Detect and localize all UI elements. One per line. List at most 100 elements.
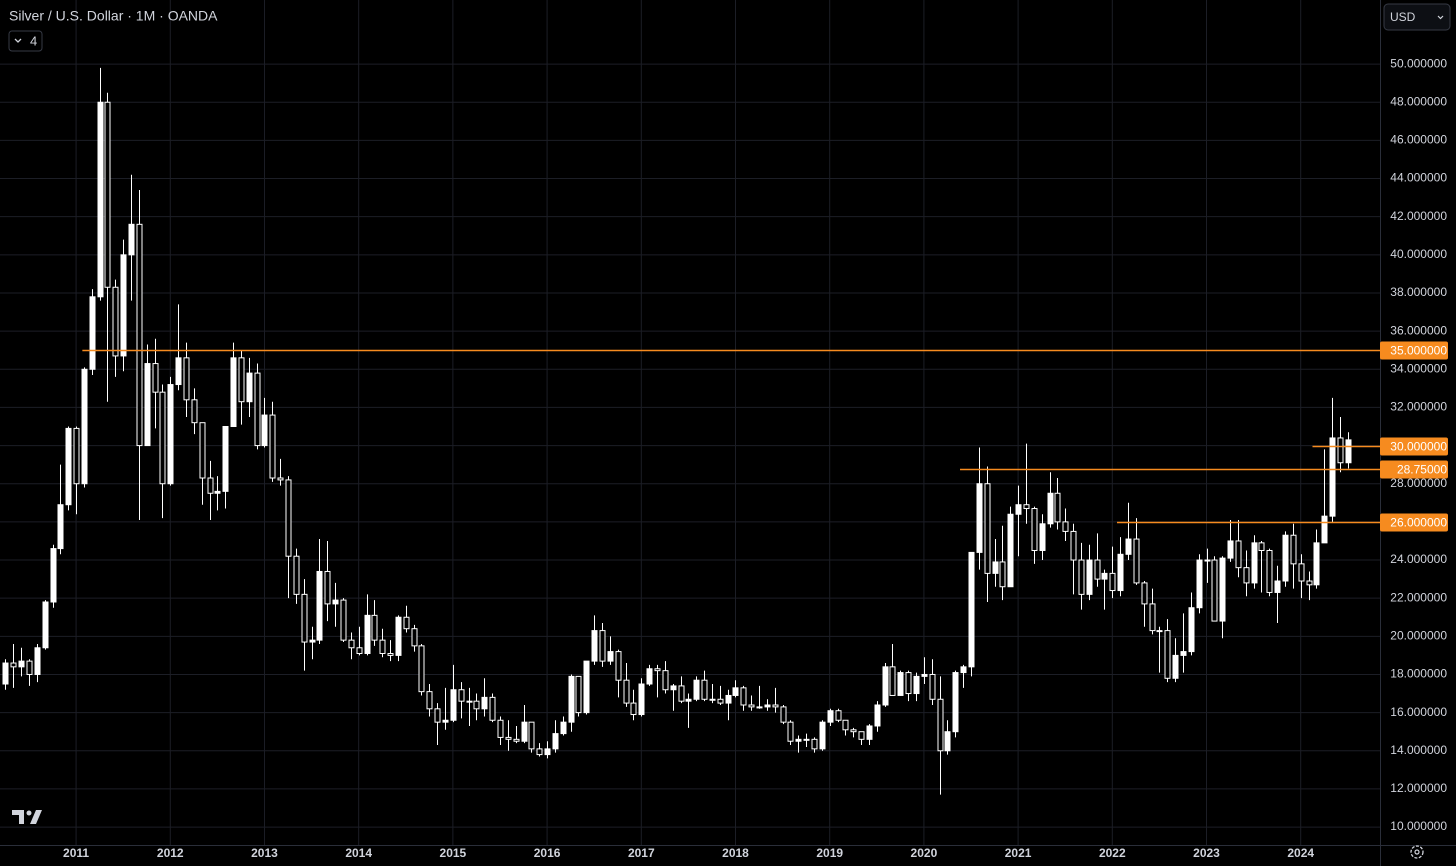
candle-body xyxy=(1039,523,1046,551)
plot-area xyxy=(2,67,1380,795)
y-tick-label: 46.000000 xyxy=(1390,133,1447,147)
candle-body xyxy=(654,668,661,672)
settings-icon[interactable] xyxy=(1410,845,1424,859)
candle-body xyxy=(1227,540,1234,559)
candle-body xyxy=(450,689,457,721)
candle-body xyxy=(1321,515,1328,544)
candle-body xyxy=(1086,559,1093,595)
candle-body xyxy=(1101,572,1108,580)
candle-body xyxy=(583,660,590,714)
level-label: 35.000000 xyxy=(1390,344,1447,358)
candle-body xyxy=(183,357,190,401)
logo-part xyxy=(30,810,42,824)
candle-body xyxy=(921,673,928,677)
y-tick-label: 32.000000 xyxy=(1390,400,1447,414)
candle-body xyxy=(780,706,787,723)
candle-body xyxy=(1149,603,1156,632)
level-label: 30.000000 xyxy=(1390,440,1447,454)
y-tick-label: 24.000000 xyxy=(1390,552,1447,566)
gear[interactable] xyxy=(1410,845,1424,859)
currency-select[interactable]: USD xyxy=(1383,3,1451,31)
candle-body xyxy=(2,662,9,685)
candle-body xyxy=(1282,534,1289,582)
candle-body xyxy=(497,719,504,738)
candle-body xyxy=(976,483,983,553)
candle-body xyxy=(1290,534,1297,565)
candle-body xyxy=(1031,508,1038,551)
candle-body xyxy=(89,296,96,370)
y-tick-label: 44.000000 xyxy=(1390,171,1447,185)
candle-body xyxy=(73,427,80,485)
candle-body xyxy=(207,477,214,494)
candle-body xyxy=(646,668,653,685)
candle-body xyxy=(481,696,488,710)
candle-body xyxy=(772,704,779,708)
candle-body xyxy=(1047,492,1054,525)
y-tick-label: 40.000000 xyxy=(1390,247,1447,261)
candle-body xyxy=(230,357,237,428)
candle-body xyxy=(638,683,645,716)
candle-body xyxy=(356,647,363,654)
candle-body xyxy=(371,614,378,641)
gear-center xyxy=(1414,849,1420,855)
candle-body xyxy=(591,630,598,662)
candle-body xyxy=(1054,492,1061,523)
x-tick-label: 2015 xyxy=(440,846,467,860)
candle-body xyxy=(42,601,49,649)
candle-body xyxy=(104,101,111,288)
y-tick-label: 16.000000 xyxy=(1390,705,1447,719)
toggle-box[interactable] xyxy=(8,30,43,52)
candle-body xyxy=(442,719,449,723)
candle-body xyxy=(97,101,104,298)
candle-body xyxy=(1204,559,1211,562)
x-tick-label: 2018 xyxy=(722,846,749,860)
candle-body xyxy=(827,710,834,723)
candle-body xyxy=(1196,559,1203,609)
candle-body xyxy=(269,414,276,479)
candle-body xyxy=(1219,557,1226,622)
candle-body xyxy=(434,708,441,723)
candle-body xyxy=(937,698,944,752)
candle-body xyxy=(615,651,622,681)
x-tick-label: 2012 xyxy=(157,846,184,860)
candle-body xyxy=(670,685,677,691)
candle-body xyxy=(552,733,559,750)
candle-body xyxy=(411,628,418,647)
candle-body xyxy=(128,223,135,256)
candle-body xyxy=(929,673,936,700)
candle-body xyxy=(1156,630,1163,633)
candle-body xyxy=(489,696,496,721)
candle-body xyxy=(725,694,732,704)
candle-body xyxy=(882,666,889,706)
candle-body xyxy=(1235,540,1242,569)
candle-body xyxy=(693,679,700,700)
candle-body xyxy=(1345,439,1352,464)
candle-body xyxy=(10,662,17,668)
candle-body xyxy=(544,748,551,756)
level-label-box xyxy=(1380,513,1448,532)
candle-body xyxy=(889,666,896,696)
candle-body xyxy=(858,731,865,740)
currency-box[interactable] xyxy=(1383,3,1451,31)
logo xyxy=(12,810,42,824)
candle-body xyxy=(1172,654,1179,679)
candle-body xyxy=(560,721,567,735)
candle-body xyxy=(1117,553,1124,592)
level-label: 26.000000 xyxy=(1390,516,1447,530)
level-label-box xyxy=(1380,460,1448,479)
candle-body xyxy=(1125,538,1132,555)
candle-body xyxy=(309,639,316,643)
candle-body xyxy=(426,691,433,710)
y-tick-label: 12.000000 xyxy=(1390,781,1447,795)
y-tick-label: 22.000000 xyxy=(1390,590,1447,604)
candle-body xyxy=(112,286,119,357)
candle-body xyxy=(1258,542,1265,551)
indicator-toggle[interactable]: 4 xyxy=(8,30,43,52)
y-tick-label: 18.000000 xyxy=(1390,667,1447,681)
candle-body xyxy=(662,670,669,691)
candle-body xyxy=(167,384,174,485)
candle-body xyxy=(26,660,33,675)
